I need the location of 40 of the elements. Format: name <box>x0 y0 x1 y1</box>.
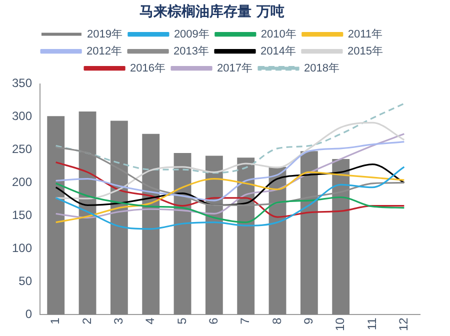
y-tick-label: 0 <box>25 306 32 321</box>
x-tick-label: 12 <box>396 317 410 332</box>
y-tick-label: 100 <box>12 241 32 256</box>
legend-label: 2018年 <box>304 62 340 74</box>
x-tick-label: 8 <box>270 317 284 324</box>
y-tick-label: 200 <box>12 175 32 190</box>
line-series <box>55 161 405 218</box>
x-tick-label: 9 <box>301 317 316 324</box>
legend-label: 2016年 <box>130 62 166 74</box>
line-series <box>55 182 405 224</box>
x-tick-label: 3 <box>111 317 126 324</box>
x-tick-label: 6 <box>206 317 220 324</box>
legend-label: 2009年 <box>174 28 210 40</box>
y-tick-label: 300 <box>12 109 32 124</box>
y-tick-label: 50 <box>18 274 32 288</box>
y-tick-label: 350 <box>12 76 32 90</box>
line-series <box>55 102 405 174</box>
x-tick-label: 10 <box>333 317 348 332</box>
x-tick-label: 1 <box>48 317 62 324</box>
line-series <box>55 171 405 224</box>
legend-label: 2012年 <box>86 45 122 58</box>
x-tick-label: 5 <box>174 317 189 324</box>
x-tick-label: 4 <box>143 317 158 324</box>
legend-label: 2014年 <box>260 45 296 58</box>
legend-label: 2015年 <box>347 45 383 58</box>
legend-label: 2011年 <box>348 28 383 40</box>
legend-label: 2019年 <box>86 28 122 40</box>
legend-label: 2013年 <box>174 45 210 58</box>
line-series <box>55 163 405 206</box>
x-tick-label: 11 <box>364 317 379 330</box>
line-series <box>55 166 405 230</box>
line-series <box>55 133 405 218</box>
x-tick-label: 7 <box>238 317 252 324</box>
chart-title: 马来棕榈油库存量 万吨 <box>140 3 284 20</box>
legend-label: 2010年 <box>260 28 296 40</box>
x-tick-label: 2 <box>80 317 94 324</box>
legend-label: 2017年 <box>217 62 252 74</box>
line-series <box>55 122 405 200</box>
y-tick-label: 250 <box>12 142 32 156</box>
y-tick-label: 150 <box>12 208 32 222</box>
